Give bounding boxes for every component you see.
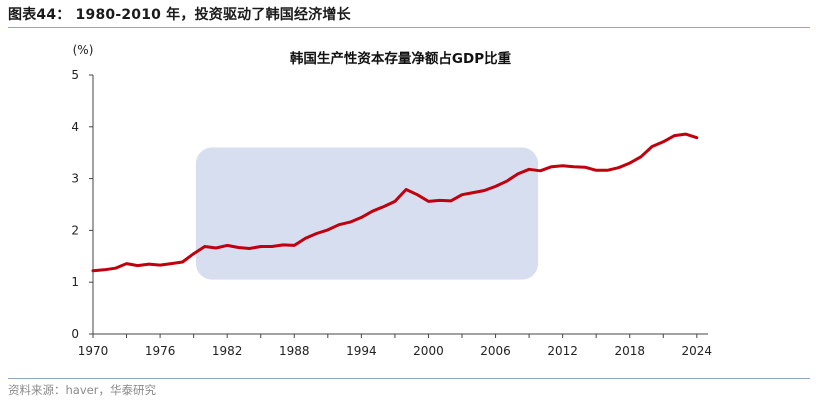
data-point <box>315 232 318 235</box>
y-axis: 0 1 2 3 4 5 <box>71 68 94 341</box>
chart-title: 韩国生产性资本存量净额占GDP比重 <box>290 50 512 67</box>
data-point <box>595 169 598 172</box>
data-point <box>572 165 575 168</box>
data-point <box>371 210 374 213</box>
data-point <box>516 172 520 176</box>
series-points <box>91 132 698 272</box>
data-point <box>91 269 95 272</box>
data-point <box>281 243 285 247</box>
data-point <box>360 216 363 219</box>
data-point <box>337 223 341 226</box>
data-point <box>583 166 587 169</box>
data-point <box>158 263 162 267</box>
data-point <box>460 193 464 196</box>
x-tick-label: 2018 <box>614 344 645 358</box>
data-point <box>237 246 240 249</box>
data-point <box>483 189 486 192</box>
data-point <box>214 246 218 250</box>
x-tick-label: 1982 <box>212 344 243 358</box>
data-point <box>650 145 654 148</box>
bottom-rule <box>8 378 810 379</box>
x-tick-label: 1976 <box>145 344 176 358</box>
data-point <box>226 244 229 247</box>
y-tick-label: 2 <box>71 223 79 237</box>
data-point <box>539 169 542 172</box>
figure-title: 图表44： 1980-2010 年，投资驱动了韩国经济增长 <box>8 7 351 23</box>
x-axis: 1970 1976 1982 1988 1994 2000 2006 2012 2018 2024 <box>78 333 713 358</box>
data-point <box>550 165 553 168</box>
x-tick-label: 1994 <box>346 344 377 358</box>
x-tick-label: 2006 <box>480 344 511 358</box>
data-point <box>382 205 385 208</box>
data-point <box>114 267 117 270</box>
data-point <box>181 260 184 264</box>
y-unit-label: (%) <box>73 43 94 57</box>
y-tick-label: 3 <box>71 172 79 186</box>
data-point <box>192 252 195 255</box>
x-tick-label: 1970 <box>78 344 109 358</box>
x-tick-label: 2012 <box>547 344 578 358</box>
data-point <box>248 247 251 250</box>
top-rule <box>8 27 810 28</box>
data-point <box>293 244 296 247</box>
data-point <box>103 268 106 271</box>
data-point <box>449 199 452 203</box>
data-point <box>617 166 620 169</box>
data-point <box>662 140 665 143</box>
data-point <box>404 188 408 191</box>
y-tick-label: 5 <box>71 68 79 82</box>
data-point <box>628 161 631 165</box>
data-point <box>527 168 531 171</box>
source-note: 资料来源：haver，华泰研究 <box>8 383 156 397</box>
data-point <box>326 228 329 232</box>
y-tick-label: 0 <box>71 327 79 341</box>
data-point <box>147 262 151 266</box>
data-point <box>673 134 676 137</box>
data-point <box>259 245 262 248</box>
x-tick-label: 2024 <box>682 344 713 358</box>
data-point <box>170 262 173 265</box>
data-point <box>349 220 352 224</box>
data-point <box>270 245 274 248</box>
data-point <box>393 200 397 203</box>
data-point <box>505 180 508 183</box>
data-point <box>427 200 430 203</box>
data-point <box>639 155 643 158</box>
data-point <box>695 136 698 139</box>
x-tick-label: 2000 <box>413 344 444 358</box>
data-point <box>561 164 564 167</box>
data-point <box>416 193 419 196</box>
data-point <box>203 245 206 248</box>
data-point <box>494 185 497 188</box>
data-point <box>125 262 128 265</box>
x-tick-label: 1988 <box>279 344 310 358</box>
data-point <box>438 199 441 202</box>
data-point <box>136 264 139 267</box>
y-tick-label: 4 <box>71 120 79 134</box>
y-tick-label: 1 <box>71 275 79 289</box>
data-point <box>684 132 687 136</box>
data-point <box>472 191 475 194</box>
data-point <box>606 169 609 172</box>
data-point <box>304 237 307 240</box>
